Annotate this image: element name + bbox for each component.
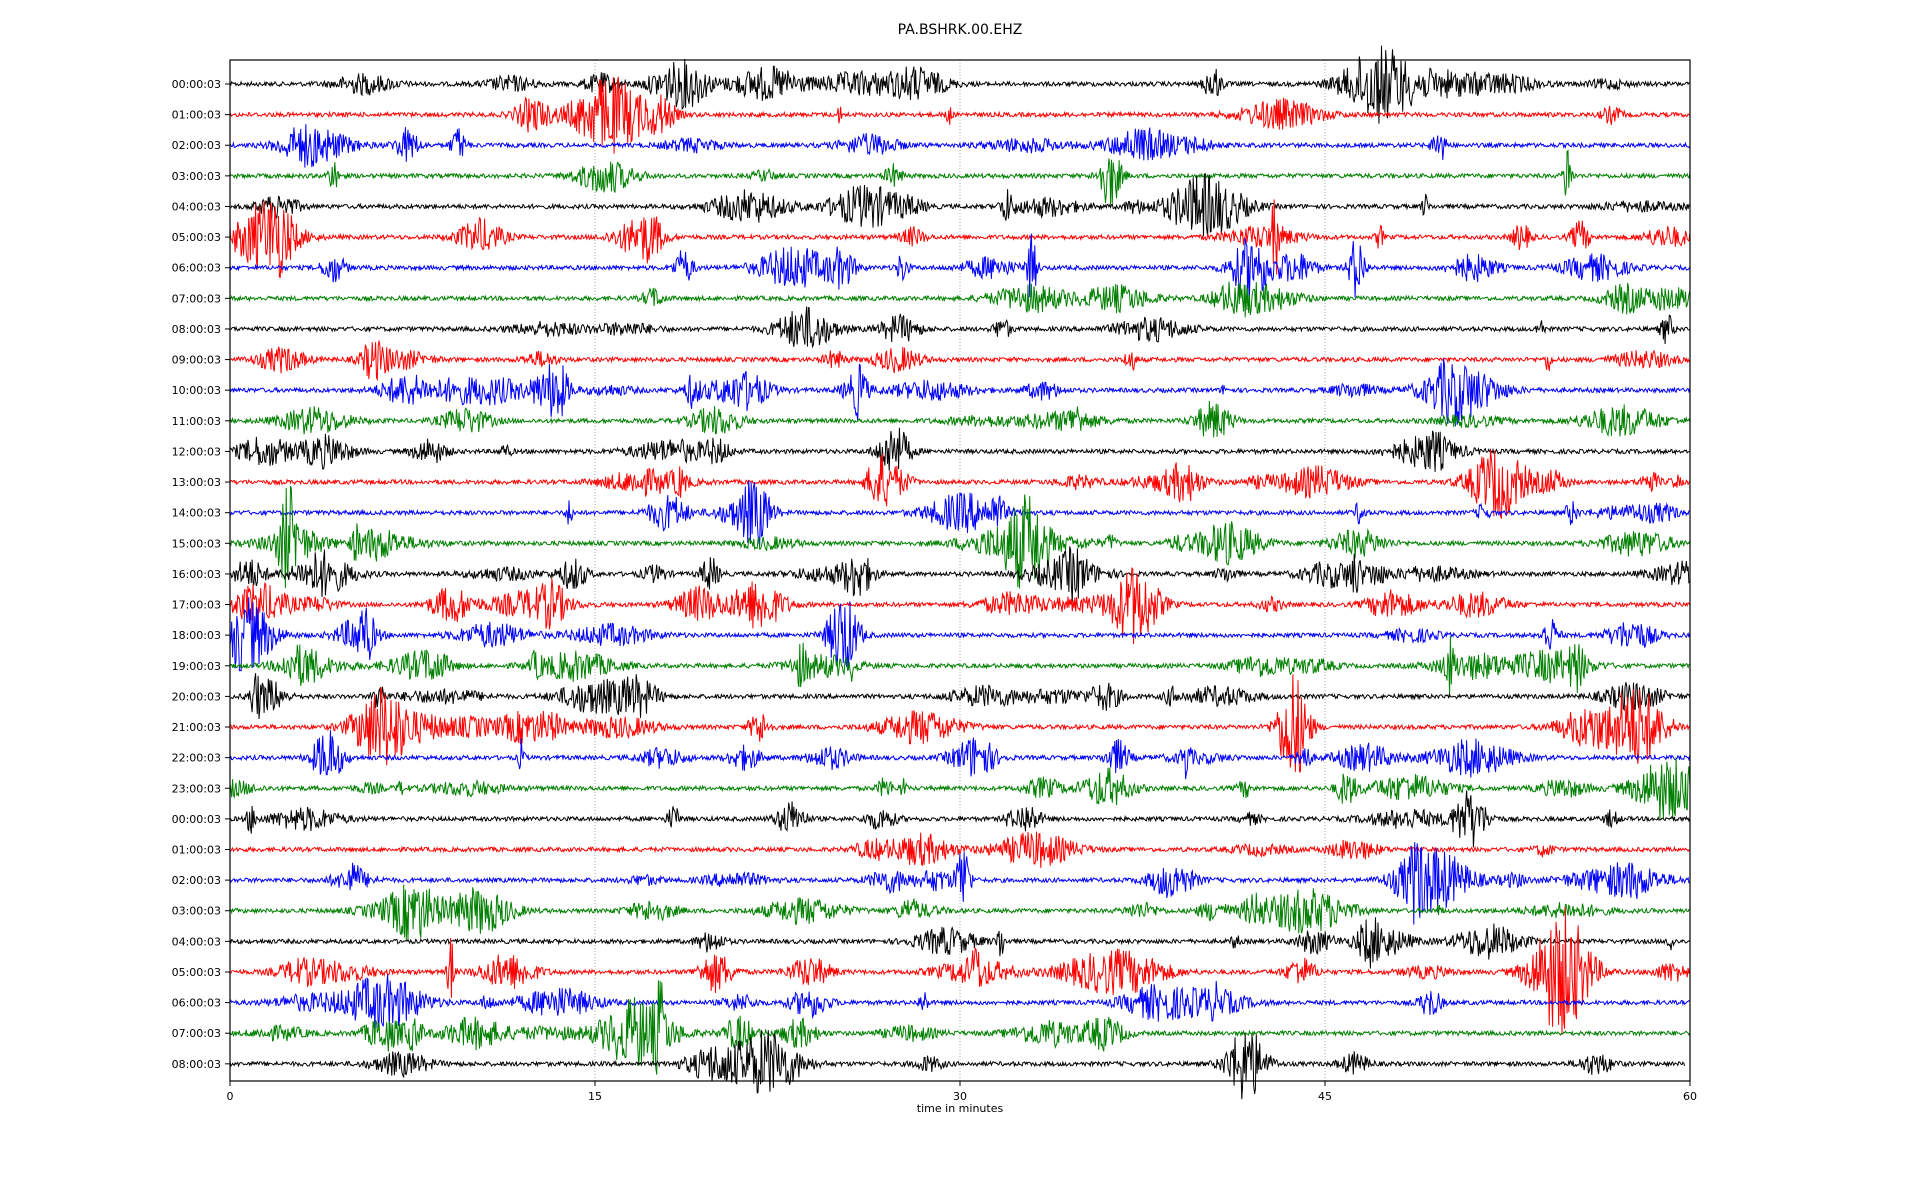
trace-row-28 [229, 917, 1691, 969]
y-tick-label: 15:00:03 [172, 537, 221, 550]
trace-row-11 [229, 400, 1691, 438]
y-tick-label: 20:00:03 [172, 690, 221, 703]
trace-row-23 [229, 757, 1691, 820]
seismic-traces [229, 45, 1691, 1100]
y-tick-label: 02:00:03 [172, 874, 221, 887]
y-tick-label: 16:00:03 [172, 568, 221, 581]
y-tick-label: 03:00:03 [172, 170, 221, 183]
y-tick-label: 00:00:03 [172, 813, 221, 826]
chart-title: PA.BSHRK.00.EHZ [897, 22, 1023, 38]
y-tick-label: 01:00:03 [172, 844, 221, 857]
y-tick-label: 09:00:03 [172, 354, 221, 367]
y-tick-label: 04:00:03 [172, 200, 221, 213]
y-tick-label: 11:00:03 [172, 415, 221, 428]
y-tick-label: 19:00:03 [172, 660, 221, 673]
trace-row-24 [229, 790, 1691, 848]
y-tick-label: 07:00:03 [172, 292, 221, 305]
trace-row-8 [229, 306, 1691, 349]
trace-row-13 [229, 448, 1691, 519]
trace-row-29 [229, 907, 1691, 1035]
y-axis-ticks: 00:00:03 01:00:03 02:00:03 03:00:03 04:00:03… [172, 78, 230, 1071]
trace-row-5 [229, 199, 1691, 279]
trace-row-12 [229, 427, 1690, 472]
trace-row-14 [229, 480, 1690, 546]
trace-row-10 [229, 358, 1691, 427]
trace-row-17 [229, 566, 1691, 645]
y-tick-label: 04:00:03 [172, 935, 221, 948]
trace-row-20 [229, 673, 1691, 720]
y-tick-label: 08:00:03 [172, 1058, 221, 1071]
y-tick-label: 12:00:03 [172, 445, 221, 458]
trace-row-27 [229, 884, 1690, 941]
y-tick-label: 05:00:03 [172, 231, 221, 244]
y-tick-label: 03:00:03 [172, 905, 221, 918]
x-axis-ticks: 0 15 30 45 60 [227, 1081, 1697, 1103]
y-tick-label: 02:00:03 [172, 139, 221, 152]
trace-row-1 [229, 76, 1691, 154]
trace-row-3 [229, 149, 1691, 205]
x-tick-label: 30 [953, 1090, 967, 1103]
trace-row-31 [229, 980, 1691, 1075]
y-tick-label: 17:00:03 [172, 599, 221, 612]
y-tick-label: 13:00:03 [172, 476, 221, 489]
trace-row-6 [229, 233, 1691, 300]
y-tick-label: 18:00:03 [172, 629, 221, 642]
trace-row-26 [229, 842, 1691, 925]
trace-row-0 [229, 45, 1691, 124]
y-tick-label: 07:00:03 [172, 1027, 221, 1040]
x-tick-label: 60 [1683, 1090, 1697, 1103]
y-tick-label: 21:00:03 [172, 721, 221, 734]
x-tick-label: 15 [588, 1090, 602, 1103]
trace-row-22 [229, 730, 1691, 780]
trace-row-16 [229, 546, 1691, 602]
y-tick-label: 10:00:03 [172, 384, 221, 397]
y-tick-label: 23:00:03 [172, 782, 221, 795]
trace-row-9 [229, 340, 1691, 382]
trace-row-2 [229, 124, 1691, 168]
x-tick-label: 45 [1318, 1090, 1332, 1103]
trace-row-21 [229, 674, 1690, 774]
y-tick-label: 06:00:03 [172, 997, 221, 1010]
y-tick-label: 06:00:03 [172, 262, 221, 275]
trace-row-19 [229, 635, 1690, 695]
trace-row-7 [229, 281, 1691, 318]
y-tick-label: 05:00:03 [172, 966, 221, 979]
y-tick-label: 08:00:03 [172, 323, 221, 336]
trace-row-4 [229, 173, 1691, 237]
y-tick-label: 22:00:03 [172, 752, 221, 765]
x-axis-label: time in minutes [917, 1102, 1004, 1115]
x-tick-label: 0 [227, 1090, 234, 1103]
y-tick-label: 14:00:03 [172, 507, 221, 520]
trace-row-30 [229, 974, 1691, 1031]
y-tick-label: 01:00:03 [172, 109, 221, 122]
y-tick-label: 00:00:03 [172, 78, 221, 91]
trace-row-32 [229, 1030, 1686, 1100]
trace-row-15 [229, 485, 1691, 589]
trace-row-18 [229, 597, 1691, 672]
